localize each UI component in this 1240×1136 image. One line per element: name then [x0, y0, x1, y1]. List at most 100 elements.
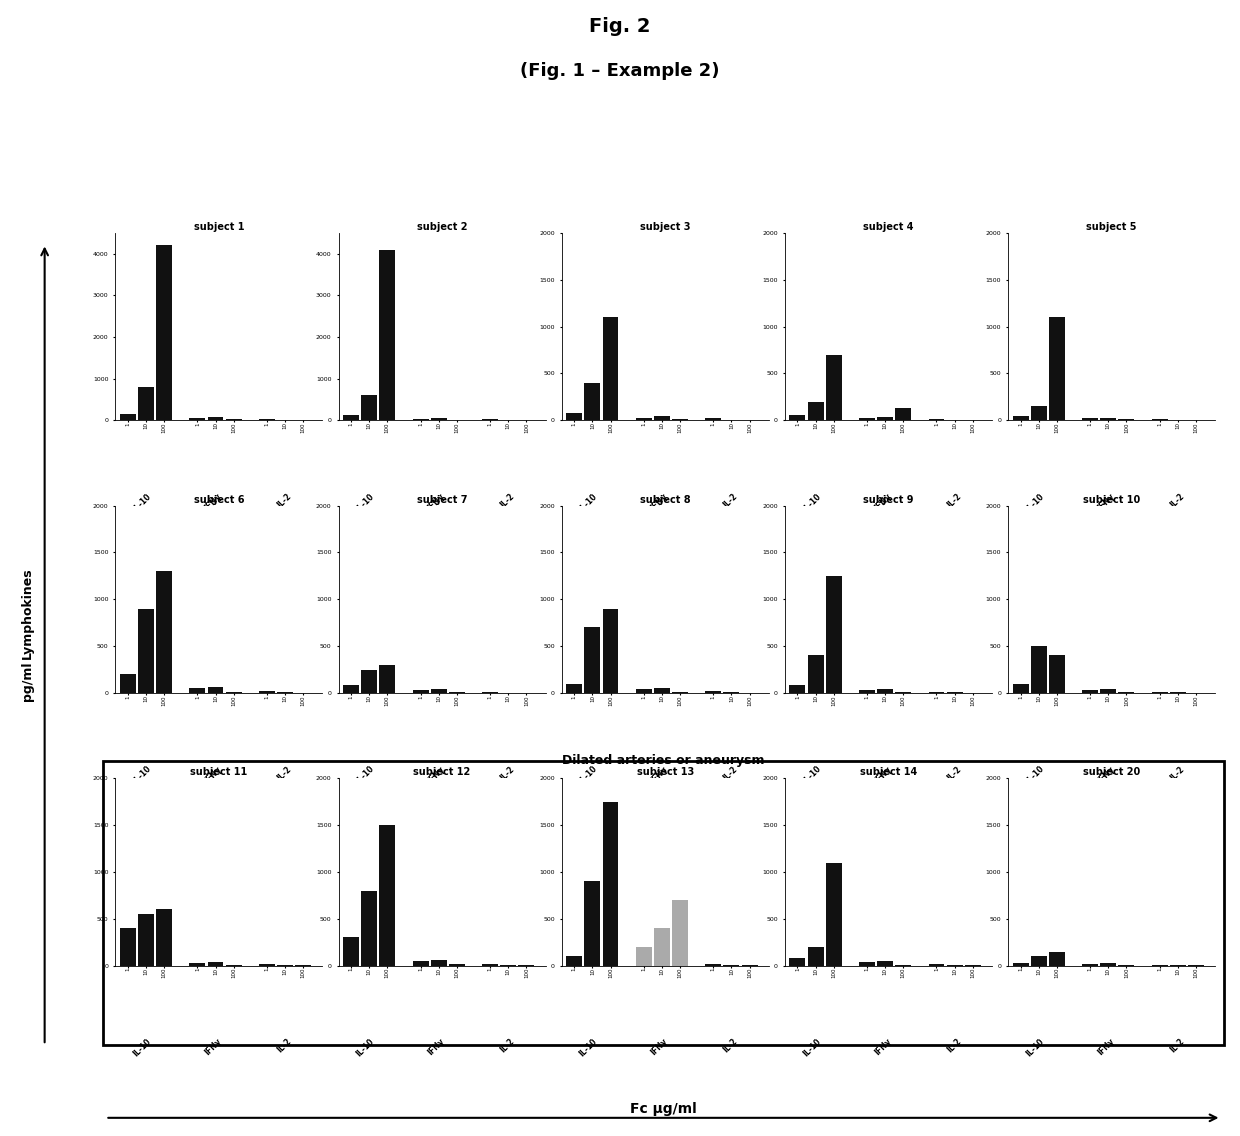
Text: IL-2: IL-2	[1168, 492, 1185, 509]
Bar	[584, 882, 600, 966]
Bar	[567, 412, 583, 420]
Bar	[361, 669, 377, 693]
Bar	[636, 418, 652, 420]
Text: IFNγ: IFNγ	[650, 492, 670, 512]
Bar	[361, 891, 377, 966]
Bar	[790, 685, 806, 693]
Bar	[653, 688, 670, 693]
Text: Fig. 2: Fig. 2	[589, 17, 651, 36]
Text: Dilated arteries or aneurysm: Dilated arteries or aneurysm	[562, 754, 765, 767]
Text: IL-10: IL-10	[131, 1037, 153, 1059]
Bar	[1030, 646, 1047, 693]
Bar	[343, 937, 360, 966]
Bar	[120, 674, 136, 693]
Bar	[343, 416, 360, 420]
Text: IFNγ: IFNγ	[427, 765, 446, 785]
Bar	[379, 825, 396, 966]
Title: subject 12: subject 12	[413, 768, 471, 777]
Text: IFNγ: IFNγ	[1096, 1037, 1116, 1058]
Text: pg/ml: pg/ml	[21, 662, 33, 701]
Bar	[826, 354, 842, 420]
Text: IFNγ: IFNγ	[203, 765, 223, 785]
Text: IL-10: IL-10	[131, 765, 153, 786]
Bar	[259, 964, 275, 966]
Text: IFNγ: IFNγ	[203, 1037, 223, 1058]
Bar	[379, 665, 396, 693]
Bar	[653, 416, 670, 420]
Text: IL-2: IL-2	[275, 492, 293, 509]
Bar	[1100, 418, 1116, 420]
Bar	[482, 963, 498, 966]
Title: subject 10: subject 10	[1083, 495, 1141, 504]
Bar	[1083, 418, 1099, 420]
Bar	[1030, 957, 1047, 966]
Bar	[706, 691, 722, 693]
Bar	[156, 571, 172, 693]
Bar	[877, 961, 893, 966]
Text: IL-2: IL-2	[498, 492, 516, 509]
Text: IL-10: IL-10	[801, 492, 822, 513]
Text: IL-10: IL-10	[578, 765, 599, 786]
Title: subject 6: subject 6	[193, 495, 244, 504]
Text: IFNγ: IFNγ	[1096, 765, 1116, 785]
Bar	[584, 383, 600, 420]
Bar	[877, 417, 893, 420]
Text: Fc µg/ml: Fc µg/ml	[630, 1102, 697, 1116]
Text: IL-2: IL-2	[722, 765, 739, 782]
Text: IFNγ: IFNγ	[873, 765, 893, 785]
Bar	[603, 802, 619, 966]
Text: IL-10: IL-10	[355, 765, 376, 786]
Bar	[567, 684, 583, 693]
Bar	[807, 947, 823, 966]
Bar	[413, 419, 429, 420]
Text: IL-2: IL-2	[945, 765, 962, 782]
Bar	[1013, 416, 1029, 420]
Bar	[826, 862, 842, 966]
Text: IL-10: IL-10	[1024, 765, 1045, 786]
Bar	[259, 419, 275, 420]
Title: subject 8: subject 8	[640, 495, 691, 504]
Text: IL-2: IL-2	[722, 492, 739, 509]
Text: IFNγ: IFNγ	[873, 492, 893, 512]
Bar	[1083, 963, 1099, 966]
Text: IL-10: IL-10	[578, 1037, 599, 1059]
Bar	[567, 957, 583, 966]
Bar	[138, 387, 154, 420]
Text: IFNγ: IFNγ	[873, 1037, 893, 1058]
Bar	[929, 692, 945, 693]
Bar	[790, 415, 806, 420]
Bar	[1013, 684, 1029, 693]
Title: subject 2: subject 2	[417, 223, 467, 232]
Bar	[361, 395, 377, 420]
Text: IL-10: IL-10	[1024, 1037, 1045, 1059]
Bar	[603, 317, 619, 420]
Bar	[672, 900, 688, 966]
Text: IL-10: IL-10	[578, 492, 599, 513]
Text: Lymphokines: Lymphokines	[21, 568, 33, 659]
Bar	[636, 690, 652, 693]
Bar	[859, 418, 875, 420]
Bar	[156, 909, 172, 966]
Bar	[449, 964, 465, 966]
Text: IFNγ: IFNγ	[203, 492, 223, 512]
Bar	[430, 960, 446, 966]
Bar	[413, 691, 429, 693]
Text: IL-10: IL-10	[1024, 492, 1045, 513]
Text: IFNγ: IFNγ	[427, 492, 446, 512]
Bar	[1152, 692, 1168, 693]
Bar	[190, 688, 206, 693]
Bar	[156, 245, 172, 420]
Text: IL-10: IL-10	[355, 1037, 376, 1059]
Text: IFNγ: IFNγ	[427, 1037, 446, 1058]
Bar	[482, 692, 498, 693]
Text: IL-2: IL-2	[498, 765, 516, 782]
Bar	[1100, 963, 1116, 966]
Text: IL-2: IL-2	[275, 1037, 293, 1054]
Bar	[207, 962, 223, 966]
Bar	[430, 690, 446, 693]
Title: subject 5: subject 5	[1086, 223, 1137, 232]
Bar	[1030, 407, 1047, 420]
Bar	[120, 928, 136, 966]
Bar	[207, 417, 223, 420]
Text: IL-10: IL-10	[801, 765, 822, 786]
